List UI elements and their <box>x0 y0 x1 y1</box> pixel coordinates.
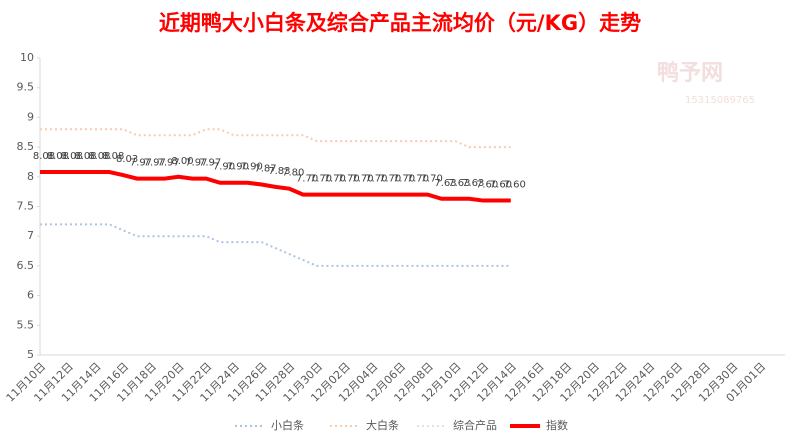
data-label: 7.60 <box>476 180 498 191</box>
watermark: 鸭予网 <box>657 60 723 86</box>
data-label: 7.97 <box>157 158 179 169</box>
series-line <box>40 128 511 149</box>
y-tick-label: 7.5 <box>17 200 35 213</box>
data-label: 7.70 <box>310 174 332 185</box>
legend-label: 小白条 <box>271 418 304 432</box>
data-label: 7.70 <box>324 174 346 185</box>
data-label: 7.70 <box>393 174 415 185</box>
y-tick-label: 6 <box>27 289 34 302</box>
data-label: 7.80 <box>282 168 304 179</box>
data-label: 7.70 <box>296 174 318 185</box>
chart-title: 近期鸭大小白条及综合产品主流均价（元/KG）走势 <box>159 11 641 35</box>
series-line <box>40 223 511 267</box>
y-tick-label: 9 <box>27 110 34 123</box>
y-tick-label: 10 <box>20 51 34 64</box>
series-line <box>40 170 511 203</box>
data-label: 7.70 <box>379 174 401 185</box>
data-label: 8.00 <box>171 156 193 167</box>
data-label: 8.08 <box>47 151 69 162</box>
legend-label: 指数 <box>546 418 568 432</box>
data-label: 7.87 <box>254 164 276 175</box>
y-tick-label: 6.5 <box>17 259 35 272</box>
watermark-phone: 15315089765 <box>685 95 755 106</box>
y-tick-label: 9.5 <box>17 81 35 94</box>
data-label: 8.08 <box>33 151 55 162</box>
data-label: 8.08 <box>61 151 83 162</box>
y-tick-label: 8.5 <box>17 140 35 153</box>
data-label: 7.97 <box>199 158 221 169</box>
data-label: 7.97 <box>144 158 166 169</box>
data-label: 8.08 <box>74 151 96 162</box>
data-label: 7.90 <box>227 162 249 173</box>
data-label: 7.63 <box>434 178 456 189</box>
data-label: 7.83 <box>268 166 290 177</box>
data-label: 7.70 <box>421 174 443 185</box>
y-tick-label: 7 <box>27 229 34 242</box>
data-label: 7.60 <box>504 180 526 191</box>
data-label: 8.03 <box>116 154 138 165</box>
data-label: 7.70 <box>407 174 429 185</box>
legend-label: 综合产品 <box>453 418 497 432</box>
y-tick-label: 8 <box>27 170 34 183</box>
data-label: 7.90 <box>213 162 235 173</box>
data-label: 7.63 <box>448 178 470 189</box>
y-tick-label: 5 <box>27 348 34 361</box>
data-label: 7.70 <box>351 174 373 185</box>
data-label: 8.08 <box>88 151 110 162</box>
data-label: 7.63 <box>462 178 484 189</box>
data-label: 7.70 <box>365 174 387 185</box>
data-label: 7.70 <box>337 174 359 185</box>
data-label: 7.90 <box>241 162 263 173</box>
legend-label: 大白条 <box>366 418 399 432</box>
y-tick-label: 5.5 <box>17 318 35 331</box>
data-label: 7.97 <box>130 158 152 169</box>
data-label: 7.97 <box>185 158 207 169</box>
data-label: 7.60 <box>490 180 512 191</box>
data-label: 8.08 <box>102 151 124 162</box>
